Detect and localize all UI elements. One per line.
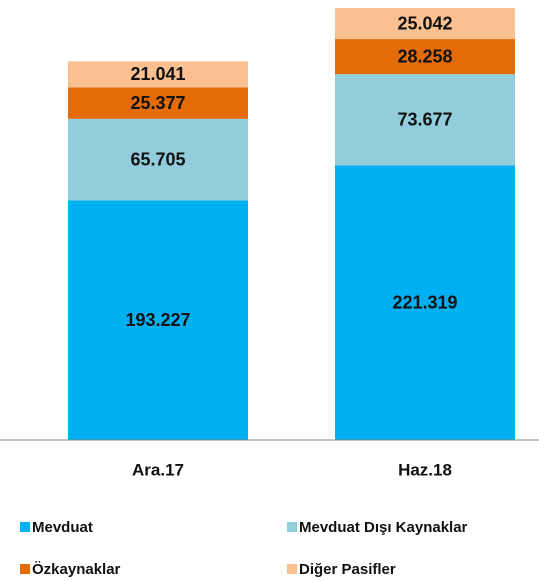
- bar-segment: [68, 87, 248, 119]
- value-label: 25.042: [397, 13, 452, 33]
- value-label: 221.319: [392, 292, 457, 312]
- value-label: 73.677: [397, 110, 452, 130]
- legend-swatch: [287, 522, 297, 532]
- x-tick-label: Ara.17: [132, 460, 184, 479]
- value-label: 65.705: [130, 149, 185, 169]
- bar-segment: [335, 8, 515, 40]
- legend-label: Özkaynaklar: [32, 561, 121, 578]
- value-label: 193.227: [125, 310, 190, 330]
- bar-segment: [335, 39, 515, 75]
- value-label: 21.041: [130, 64, 185, 84]
- legend-label: Mevduat: [32, 519, 93, 536]
- x-tick-label: Haz.18: [398, 460, 452, 479]
- bar-segment: [335, 165, 515, 440]
- bar-segment: [68, 118, 248, 201]
- legend-label: Diğer Pasifler: [299, 561, 396, 578]
- value-label: 25.377: [130, 93, 185, 113]
- bar-segment: [335, 74, 515, 166]
- bar-segment: [68, 61, 248, 88]
- legend-swatch: [20, 522, 30, 532]
- value-label: 28.258: [397, 46, 452, 66]
- legend-swatch: [287, 564, 297, 574]
- bar-segment: [68, 200, 248, 440]
- legend-label: Mevduat Dışı Kaynaklar: [299, 519, 468, 536]
- legend-swatch: [20, 564, 30, 574]
